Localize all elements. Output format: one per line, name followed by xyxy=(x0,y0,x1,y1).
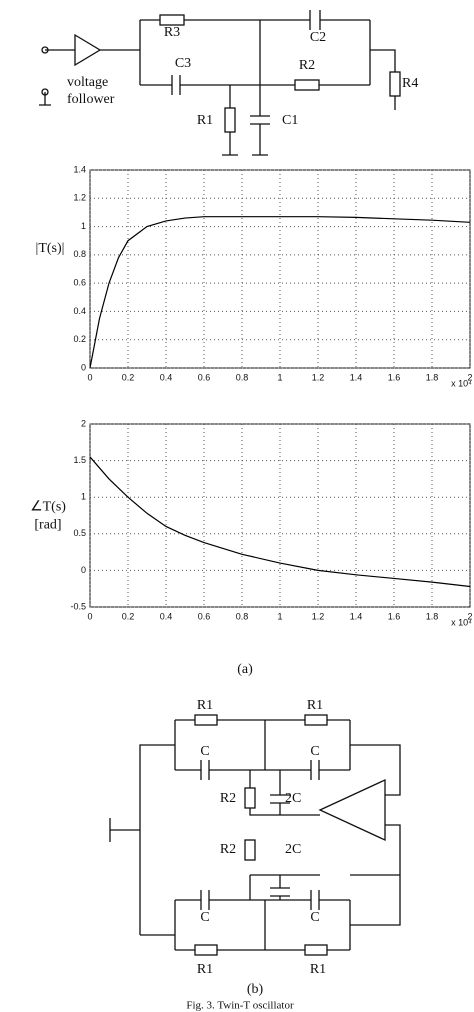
x-tick-label: 1 xyxy=(277,372,282,382)
y-tick-label: -0.5 xyxy=(70,601,86,611)
label: C2 xyxy=(310,30,326,45)
x-tick-label: 0.2 xyxy=(122,372,135,382)
label: R1 xyxy=(197,113,213,128)
x-tick-label: 1.8 xyxy=(426,372,439,382)
x-tick-label: 1.2 xyxy=(312,372,325,382)
label: follower xyxy=(67,92,115,107)
x-tick-label: 1.8 xyxy=(426,611,439,621)
label: R3 xyxy=(164,25,180,40)
x-tick-label: 0 xyxy=(87,611,92,621)
y-tick-label: 0.8 xyxy=(73,249,86,259)
y-tick-label: 0.2 xyxy=(73,334,86,344)
x-multiplier: x 10⁴ xyxy=(451,378,472,388)
y-axis-label: ∠T(s) xyxy=(30,500,66,515)
label: R2 xyxy=(220,842,236,857)
x-tick-label: 0.4 xyxy=(160,372,173,382)
x-tick-label: 0 xyxy=(87,372,92,382)
label: R4 xyxy=(402,76,418,91)
label: 2C xyxy=(285,791,301,806)
label: C xyxy=(200,744,209,759)
y-axis-label: |T(s)| xyxy=(36,241,65,256)
x-multiplier: x 10⁴ xyxy=(451,617,472,627)
y-axis-label: [rad] xyxy=(34,518,61,533)
panel-label: (b) xyxy=(247,982,264,997)
panel-label: (a) xyxy=(237,662,253,677)
label: C xyxy=(310,910,319,925)
caption: Fig. 3. Twin-T oscillator xyxy=(186,1000,294,1012)
y-tick-label: 1 xyxy=(81,221,86,231)
x-tick-label: 1.6 xyxy=(388,611,401,621)
circuit-b: R1 R1 C C R2 2C R2 2C C C R1 R1 xyxy=(109,698,401,977)
y-tick-label: 1.2 xyxy=(73,193,86,203)
label: R2 xyxy=(299,58,315,73)
y-tick-label: 0.5 xyxy=(73,528,86,538)
label: R1 xyxy=(197,962,213,977)
label: C3 xyxy=(175,56,191,71)
y-tick-label: 0 xyxy=(81,565,86,575)
line xyxy=(89,456,471,588)
x-tick-label: 0.8 xyxy=(236,372,249,382)
label: R2 xyxy=(220,791,236,806)
x-tick-label: 0.6 xyxy=(198,372,211,382)
x-tick-label: 1.4 xyxy=(350,611,363,621)
y-tick-label: 1.5 xyxy=(73,455,86,465)
x-tick-label: 0.6 xyxy=(198,611,211,621)
label: C xyxy=(200,910,209,925)
x-tick-label: 2 xyxy=(467,372,472,382)
y-tick-label: 1 xyxy=(81,492,86,502)
x-tick-label: 0.8 xyxy=(236,611,249,621)
x-tick-label: 1.6 xyxy=(388,372,401,382)
label: C xyxy=(310,744,319,759)
label: C1 xyxy=(282,113,298,128)
line xyxy=(89,216,471,369)
label: R1 xyxy=(307,698,323,713)
label: R1 xyxy=(197,698,213,713)
plot-frame xyxy=(89,423,471,608)
y-tick-label: 0.6 xyxy=(73,278,86,288)
label: voltage xyxy=(67,75,108,90)
x-tick-label: 2 xyxy=(467,611,472,621)
y-tick-label: 0 xyxy=(81,362,86,372)
label: 2C xyxy=(285,842,301,857)
label: R1 xyxy=(310,962,326,977)
x-tick-label: 0.2 xyxy=(122,611,135,621)
x-tick-label: 1.2 xyxy=(312,611,325,621)
x-tick-label: 1.4 xyxy=(350,372,363,382)
x-tick-label: 0.4 xyxy=(160,611,173,621)
y-tick-label: 2 xyxy=(81,418,86,428)
y-tick-label: 0.4 xyxy=(73,306,86,316)
x-tick-label: 1 xyxy=(277,611,282,621)
y-tick-label: 1.4 xyxy=(73,164,86,174)
circuit-a: R3 C2 C3 R2 R4 R1 C1 voltage follower xyxy=(39,10,418,156)
